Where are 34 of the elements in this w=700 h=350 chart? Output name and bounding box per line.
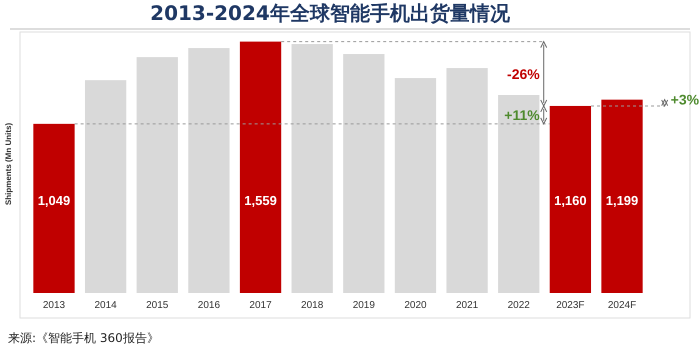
bar <box>601 100 643 293</box>
bar <box>33 124 75 293</box>
chart-title: 2013-2024年全球智能手机出货量情况 <box>150 1 511 25</box>
bar <box>446 68 488 293</box>
bar <box>343 54 384 293</box>
x-tick-label: 2016 <box>198 300 220 311</box>
x-tick-label: 2013 <box>42 300 66 311</box>
x-tick-label: 2024F <box>608 300 636 311</box>
x-tick-label: 2015 <box>146 300 169 311</box>
data-label: 1,049 <box>38 193 70 208</box>
bar <box>292 44 333 293</box>
bar <box>136 57 178 293</box>
data-label: 1,160 <box>554 193 587 208</box>
data-label: 1,199 <box>606 193 638 208</box>
x-tick-label: 2023F <box>556 300 585 311</box>
bar <box>394 78 436 293</box>
bar <box>84 80 126 293</box>
text: +3% <box>670 92 700 108</box>
data-label: 1,559 <box>244 193 277 208</box>
bar <box>240 42 282 293</box>
annotation: -26% <box>507 66 540 82</box>
y-axis-title: Shipments (Mn Units) <box>4 122 13 206</box>
x-tick-label: 2014 <box>94 300 118 311</box>
annotation: +11% <box>504 106 540 123</box>
bar <box>498 94 540 293</box>
source-note: 来源:《智能手机 360报告》 <box>8 331 159 345</box>
bar <box>550 106 592 293</box>
x-tick-label: 2021 <box>456 300 479 311</box>
x-tick-label: 2022 <box>508 300 530 311</box>
x-tick-label: 2018 <box>301 300 324 311</box>
x-tick-label: 2020 <box>404 300 428 311</box>
x-tick-label: 2019 <box>352 300 376 311</box>
bar <box>188 48 230 293</box>
x-tick-label: 2017 <box>249 300 272 311</box>
